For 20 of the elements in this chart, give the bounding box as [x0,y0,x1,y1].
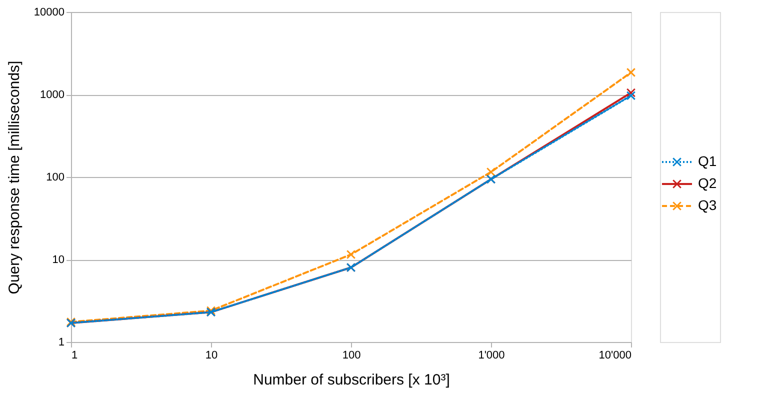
x-tick-label: 1 [72,350,78,362]
x-tick-label: 100 [342,350,361,362]
legend-label: Q1 [698,153,717,169]
point [346,250,356,260]
y-tick-label: 10 [52,254,64,266]
x-tick-label: 1'000 [478,350,505,362]
y-tick-label: 10000 [34,6,64,18]
y-tick-label: 1000 [40,89,64,101]
point [486,167,496,177]
y-tick-label: 1 [58,336,64,348]
y-tick-label: 100 [46,172,64,184]
legend-label: Q3 [698,197,717,213]
x-tick-label: 10 [205,350,218,362]
legend-label: Q2 [698,175,717,191]
x-axis-title: Number of subscribers [x 10³] [253,372,450,388]
point [626,68,636,78]
x-tick-label: 10'000 [598,350,632,362]
point [626,88,636,98]
y-axis-title: Query response time [milliseconds] [6,60,23,294]
point [626,90,636,100]
